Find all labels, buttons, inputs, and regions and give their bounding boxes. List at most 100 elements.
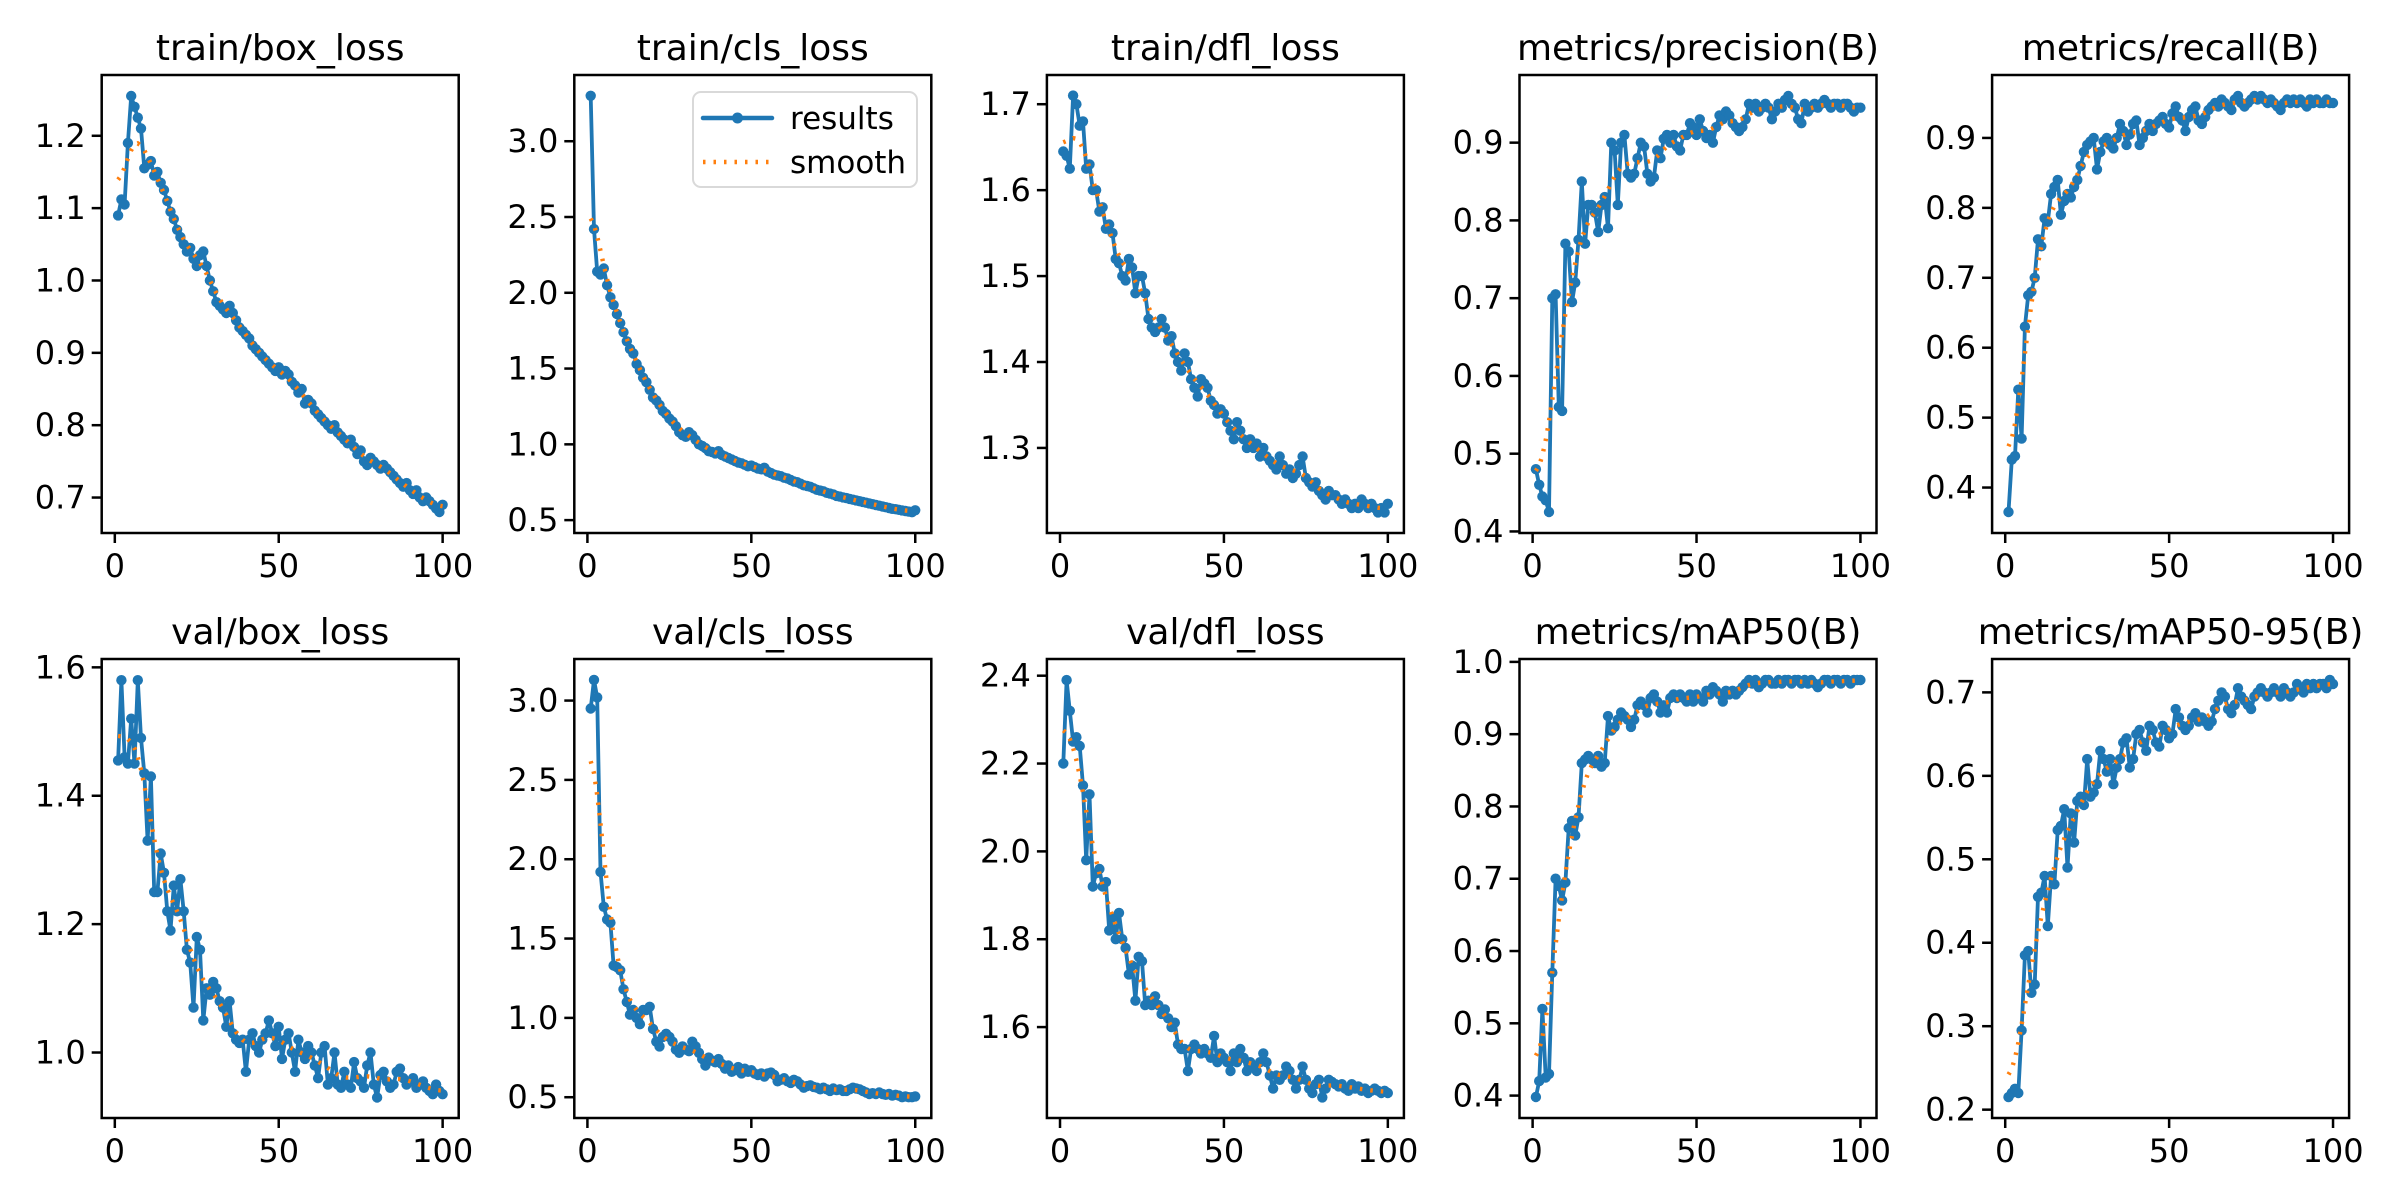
results-marker — [2013, 1087, 2024, 1099]
results-marker — [585, 90, 596, 102]
results-marker — [1123, 969, 1135, 980]
x-tick-label: 50 — [1204, 547, 1245, 585]
plot-area: 1.6 1.8 2.0 2.2 2.4 0 50 100 — [980, 657, 1418, 1170]
results-marker — [168, 880, 179, 891]
axes-box — [1045, 657, 1406, 1120]
y-tick-label: 0.4 — [1925, 469, 1976, 507]
y-tick-label: 1.3 — [980, 429, 1031, 467]
results-marker — [1737, 121, 1748, 133]
y-tick-label: 0.5 — [507, 1078, 558, 1116]
results-marker — [1176, 365, 1187, 376]
results-marker — [2016, 433, 2027, 444]
results-marker — [299, 1053, 311, 1065]
results-marker — [2104, 753, 2116, 765]
results-marker — [2049, 879, 2060, 890]
subplot-title: train/box_loss — [156, 28, 405, 69]
results-marker — [1382, 1087, 1394, 1099]
x-tick-label: 0 — [1522, 1132, 1542, 1170]
results-marker — [1740, 114, 1751, 125]
results-marker — [158, 867, 170, 878]
y-tick-label: 1.5 — [507, 920, 558, 958]
y-tick-label: 2.5 — [507, 761, 558, 799]
results-marker — [2091, 164, 2103, 175]
y-tick-label: 2.5 — [507, 198, 558, 236]
y-tick-label: 1.2 — [35, 117, 86, 155]
plot-area: 1.3 1.4 1.5 1.6 1.7 0 50 100 — [980, 73, 1418, 585]
results-marker — [1064, 163, 1076, 174]
results-marker — [1766, 114, 1778, 125]
results-marker — [2068, 837, 2080, 848]
results-marker — [2206, 716, 2217, 727]
results-marker — [1573, 812, 1584, 823]
y-tick-label: 0.8 — [1453, 201, 1504, 239]
results-marker — [2190, 101, 2201, 112]
y-tick-label: 0.4 — [1925, 924, 1976, 962]
results-marker — [185, 957, 196, 968]
results-marker — [1094, 863, 1105, 875]
y-tick-label: 0.3 — [1925, 1007, 1976, 1045]
results-marker — [1156, 313, 1167, 325]
results-marker — [1231, 417, 1243, 428]
results-marker — [286, 1047, 297, 1058]
results-marker — [2052, 174, 2063, 186]
results-marker — [2226, 708, 2237, 719]
results-line — [2006, 94, 2335, 514]
results-marker — [1159, 1004, 1171, 1015]
results-marker — [2072, 174, 2083, 186]
y-tick-label: 1.6 — [980, 171, 1031, 209]
results-marker — [2036, 887, 2047, 898]
axes-box — [1990, 657, 2351, 1120]
results-line — [588, 678, 918, 1100]
results-marker — [253, 1047, 265, 1058]
results-marker — [1189, 382, 1200, 393]
results-marker — [585, 703, 596, 714]
results-marker — [1724, 110, 1735, 121]
results-marker — [129, 758, 140, 769]
plot-area: 0.5 1.0 1.5 2.0 2.5 3.0 0 50 100 — [507, 73, 946, 585]
results-marker — [1652, 145, 1663, 156]
x-tick-label: 50 — [1204, 1132, 1245, 1170]
results-marker — [2108, 143, 2119, 154]
results-marker — [2147, 724, 2158, 736]
results-marker — [1543, 1068, 1555, 1080]
results-marker — [1379, 507, 1390, 518]
results-marker — [191, 260, 202, 272]
results-marker — [1796, 118, 1807, 129]
results-marker — [1225, 425, 1236, 436]
results-marker — [1668, 129, 1679, 141]
results-marker — [1697, 696, 1709, 707]
results-marker — [319, 1040, 330, 1052]
results-marker — [201, 260, 212, 272]
y-tick-label: 0.6 — [1453, 357, 1504, 395]
results-marker — [283, 1028, 294, 1039]
y-tick-label: 1.0 — [35, 1034, 86, 1072]
results-marker — [1612, 199, 1624, 211]
results-marker — [1619, 129, 1630, 141]
results-marker — [2183, 720, 2194, 731]
results-marker — [1688, 121, 1699, 133]
results-marker — [1143, 313, 1154, 325]
results-marker — [329, 1047, 340, 1058]
x-tick-label: 0 — [1995, 547, 2015, 585]
axes-box — [1518, 73, 1878, 535]
results-marker — [1071, 732, 1082, 743]
results-marker — [162, 906, 173, 917]
results-marker — [1064, 705, 1076, 716]
results-marker — [2065, 808, 2076, 819]
results-marker — [1172, 356, 1184, 368]
y-tick-label: 0.5 — [1925, 840, 1976, 878]
results-marker — [2121, 733, 2132, 744]
results-marker — [1681, 129, 1692, 141]
results-line — [1534, 678, 1863, 1099]
y-tick-label: 1.6 — [980, 1008, 1031, 1046]
y-tick-label: 1.7 — [980, 85, 1031, 123]
plot-area: 0.2 0.3 0.4 0.5 0.6 0.7 0 50 100 — [1925, 657, 2364, 1170]
subplot-title: metrics/precision(B) — [1517, 28, 1879, 69]
subplot-metrics-precision-b: metrics/precision(B) 0.40.50.60.70.80.90… — [1453, 28, 1891, 585]
results-marker — [1258, 442, 1269, 454]
results-marker — [2108, 779, 2119, 790]
y-tick-label: 0.5 — [1925, 399, 1976, 437]
results-marker — [116, 675, 127, 686]
results-marker — [1123, 253, 1135, 265]
